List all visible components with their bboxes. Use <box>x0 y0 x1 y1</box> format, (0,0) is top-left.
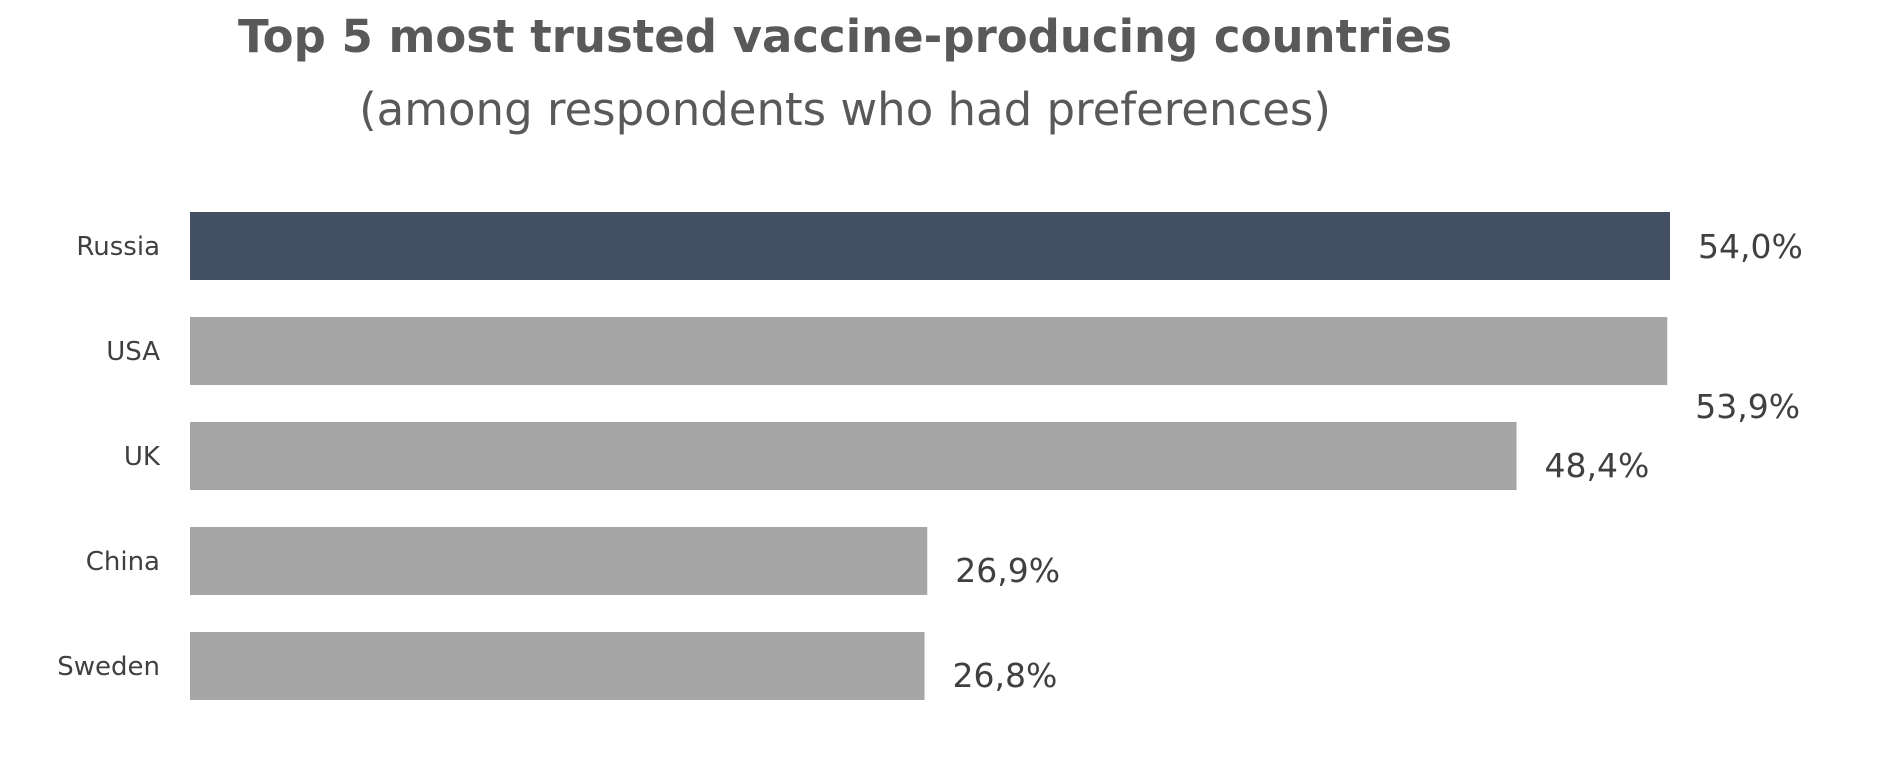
category-labels-group: Russia USA UK China Sweden <box>57 232 161 682</box>
chart-subtitle: (among respondents who had preferences) <box>359 83 1331 136</box>
value-label-sweden: 26,8% <box>953 656 1058 695</box>
value-label-usa: 53,9% <box>1695 387 1800 426</box>
bar-china <box>190 527 928 595</box>
value-label-china: 26,9% <box>955 551 1060 590</box>
category-label-china: China <box>86 547 160 577</box>
chart-title: Top 5 most trusted vaccine-producing cou… <box>238 10 1452 63</box>
bar-usa <box>190 317 1668 385</box>
category-label-uk: UK <box>124 442 161 472</box>
value-label-russia: 54,0% <box>1698 227 1803 266</box>
value-labels-group: 54,0% 53,9% 48,4% 26,9% 26,8% <box>953 227 1803 695</box>
bars-group <box>190 212 1670 700</box>
category-label-russia: Russia <box>76 232 160 262</box>
bar-uk <box>190 422 1517 490</box>
category-label-usa: USA <box>106 337 160 367</box>
value-label-uk: 48,4% <box>1545 446 1650 485</box>
bar-sweden <box>190 632 925 700</box>
bar-russia <box>190 212 1670 280</box>
category-label-sweden: Sweden <box>57 652 160 682</box>
